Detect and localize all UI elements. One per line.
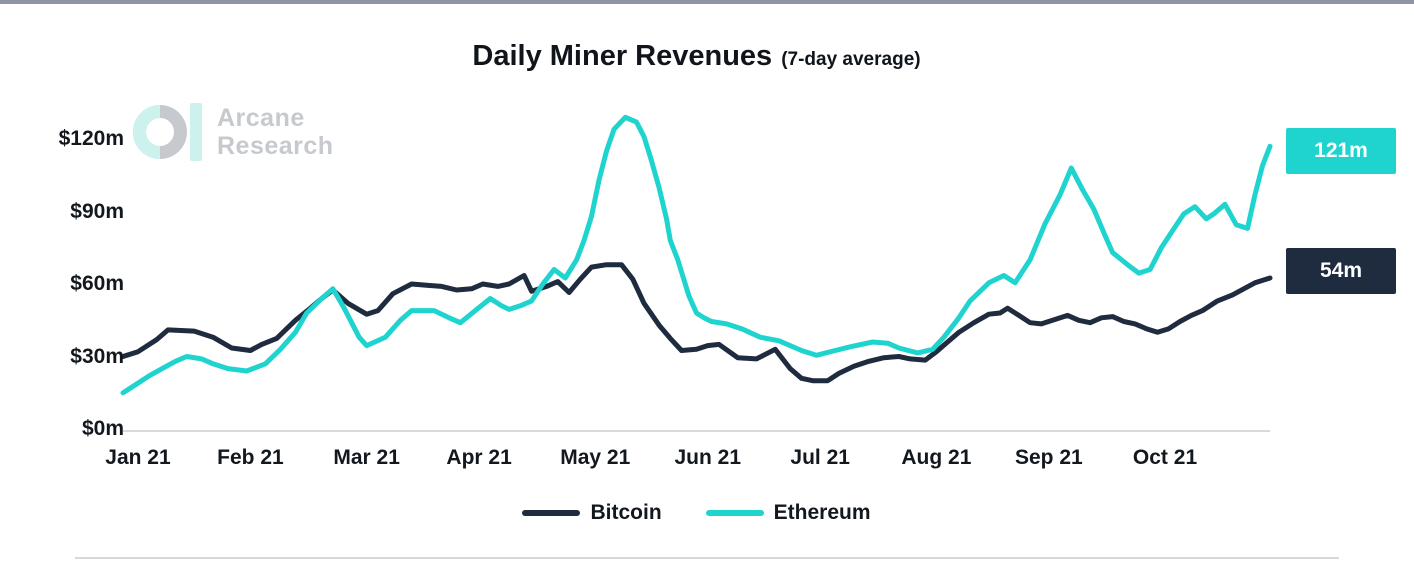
chart-title-main: Daily Miner Revenues xyxy=(472,40,773,72)
bitcoin-end-value-badge: 54m xyxy=(1286,248,1396,294)
y-tick-label: $30m xyxy=(70,344,124,368)
y-tick-label: $60m xyxy=(70,272,124,295)
x-tick-label: Jul 21 xyxy=(790,446,850,469)
ethereum-end-value-badge: 121m xyxy=(1286,128,1396,174)
x-tick-label: Oct 21 xyxy=(1132,446,1198,469)
arcane-logo-icon xyxy=(133,103,202,161)
ethereum-end-value: 121m xyxy=(1314,139,1368,162)
x-tick-label: Apr 21 xyxy=(446,446,512,469)
chart-title-suffix: (7-day average) xyxy=(781,49,921,70)
legend-item-bitcoin: Bitcoin xyxy=(522,501,662,525)
bitcoin-line xyxy=(120,262,1273,384)
watermark-line1: Arcane xyxy=(217,104,305,132)
x-tick-label: Aug 21 xyxy=(901,446,972,469)
ethereum-line xyxy=(120,114,1273,396)
x-tick-label: May 21 xyxy=(560,446,631,469)
legend-item-ethereum: Ethereum xyxy=(705,501,871,525)
legend-label-bitcoin: Bitcoin xyxy=(590,501,662,524)
bitcoin-line-swatch xyxy=(522,510,581,516)
arcane-research-watermark: Arcane Research xyxy=(133,103,334,161)
chart-legend: Bitcoin Ethereum xyxy=(123,501,1270,525)
legend-label-ethereum: Ethereum xyxy=(773,501,871,524)
x-tick-label: Jan 21 xyxy=(105,446,171,469)
top-accent-bar xyxy=(0,0,1414,4)
bottom-divider xyxy=(75,557,1339,559)
y-tick-label: $90m xyxy=(70,199,124,223)
watermark-line2: Research xyxy=(217,132,334,160)
y-tick-label: $120m xyxy=(58,127,124,150)
bitcoin-end-value: 54m xyxy=(1319,259,1363,282)
ethereum-line-swatch xyxy=(705,510,764,516)
x-tick-label: Sep 21 xyxy=(1014,446,1083,469)
x-tick-label: Jun 21 xyxy=(674,446,741,469)
chart-title: Daily Miner Revenues (7-day average) xyxy=(123,40,1270,73)
watermark-text: Arcane Research xyxy=(217,104,334,160)
x-tick-label: Mar 21 xyxy=(333,446,400,469)
x-tick-label: Feb 21 xyxy=(217,446,284,469)
y-tick-label: $0m xyxy=(81,417,124,440)
